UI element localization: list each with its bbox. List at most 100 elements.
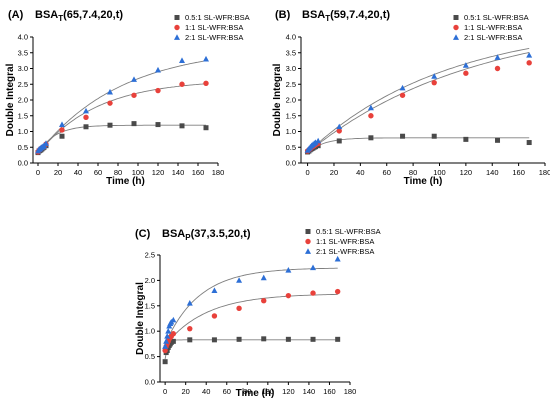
data-point [236,277,243,283]
data-point [170,316,177,323]
panel-label: (A) [8,9,24,21]
x-tick-label: 0 [36,168,40,177]
data-point [399,84,406,91]
series-2 [162,288,341,354]
y-axis-label: Double Integral [5,63,16,136]
data-point [526,52,533,58]
y-tick-label: 1.5 [18,111,28,120]
x-tick-label: 20 [330,168,338,177]
data-point [155,87,161,94]
data-point [59,127,65,133]
y-tick-label: 1.5 [286,111,296,120]
x-tick-label: 120 [460,168,473,177]
x-tick-label: 40 [74,168,82,177]
legend-label: 1:1 SL-WFR:BSA [185,23,243,32]
x-tick-label: 40 [356,168,364,177]
x-tick-label: 40 [202,387,210,396]
data-point [170,338,176,344]
y-tick-label: 2.0 [18,96,28,105]
y-axis-label: Double Integral [135,282,146,355]
data-point [334,255,341,262]
x-tick-label: 20 [54,168,62,177]
x-axis-label: Time (h) [106,176,145,187]
data-point [431,133,437,139]
chart-panel-3: 0 20 40 60 80 100 120 140 160 180 0.0 0.5 1.0 1.5 2.0 2… [135,227,381,399]
y-tick-label: 2.0 [286,96,296,105]
data-point [59,133,65,139]
data-point [187,337,193,343]
data-point [526,140,532,146]
y-tick-label: 4.0 [18,33,28,42]
data-point [164,333,171,339]
fit-curve [164,293,338,346]
fit-curve [37,83,207,154]
data-point [399,92,406,98]
data-point [463,136,469,142]
y-tick-label: 3.5 [286,48,296,57]
title-args: (37,3.5,20,t) [191,228,251,240]
title-main: BSA [302,9,325,21]
x-tick-label: 0 [306,168,310,177]
y-axis-label: Double Integral [272,63,283,136]
x-tick-label: 100 [132,168,145,177]
data-point [107,88,113,95]
data-point [495,137,501,143]
data-point [162,359,168,365]
x-axis-label: Time (h) [404,176,443,187]
x-tick-label: 160 [323,387,336,396]
series-3 [162,255,341,349]
legend-label: 1:1 SL-WFR:BSA [316,237,374,246]
legend-label: 2:1 SL-WFR:BSA [185,33,243,42]
data-point [179,123,185,129]
fit-curve [307,137,530,153]
legend-marker [305,238,311,245]
y-tick-label: 0.5 [145,352,155,361]
fit-curve [37,60,207,154]
y-tick-label: 3.5 [18,48,28,57]
data-point [315,137,322,144]
series-1 [162,336,341,365]
data-point [187,325,193,332]
data-point [155,66,161,73]
x-axis-label: Time (h) [236,388,275,399]
y-tick-label: 3.0 [18,64,28,73]
data-point [368,113,374,119]
series-3 [304,52,533,153]
y-tick-label: 1.0 [145,327,155,336]
fit-curve [164,339,338,360]
x-tick-label: 140 [172,168,185,177]
data-point [162,343,169,349]
x-tick-label: 60 [223,387,231,396]
legend-marker [453,24,459,31]
legend-label: 0.5:1 SL-WFR:BSA [185,13,250,22]
data-point [203,125,209,131]
x-tick-label: 160 [192,168,205,177]
data-point [494,54,501,60]
legend-label: 2:1 SL-WFR:BSA [316,247,374,256]
legend-marker [453,34,459,40]
x-tick-label: 60 [94,168,102,177]
data-point [83,114,89,121]
title-text: BSAP(37,3.5,20,t) [162,228,251,242]
data-point [462,62,469,68]
legend-label: 1:1 SL-WFR:BSA [464,23,522,32]
x-tick-label: 100 [433,168,446,177]
data-point [400,133,406,139]
data-point [83,124,89,130]
fit-curve [37,124,206,154]
chart-title: (C) BSAP(37,3.5,20,t) [135,228,251,242]
data-point [131,121,137,127]
data-point [310,290,316,296]
y-tick-label: 0.0 [145,378,155,387]
data-point [526,60,532,66]
data-point [163,338,170,344]
x-tick-label: 120 [152,168,165,177]
data-point [310,264,317,271]
data-point [170,331,177,337]
data-point [431,79,437,86]
chart-title: (A) BSAT(65,7.4,20,t) [8,9,123,23]
title-subscript: P [185,233,191,242]
